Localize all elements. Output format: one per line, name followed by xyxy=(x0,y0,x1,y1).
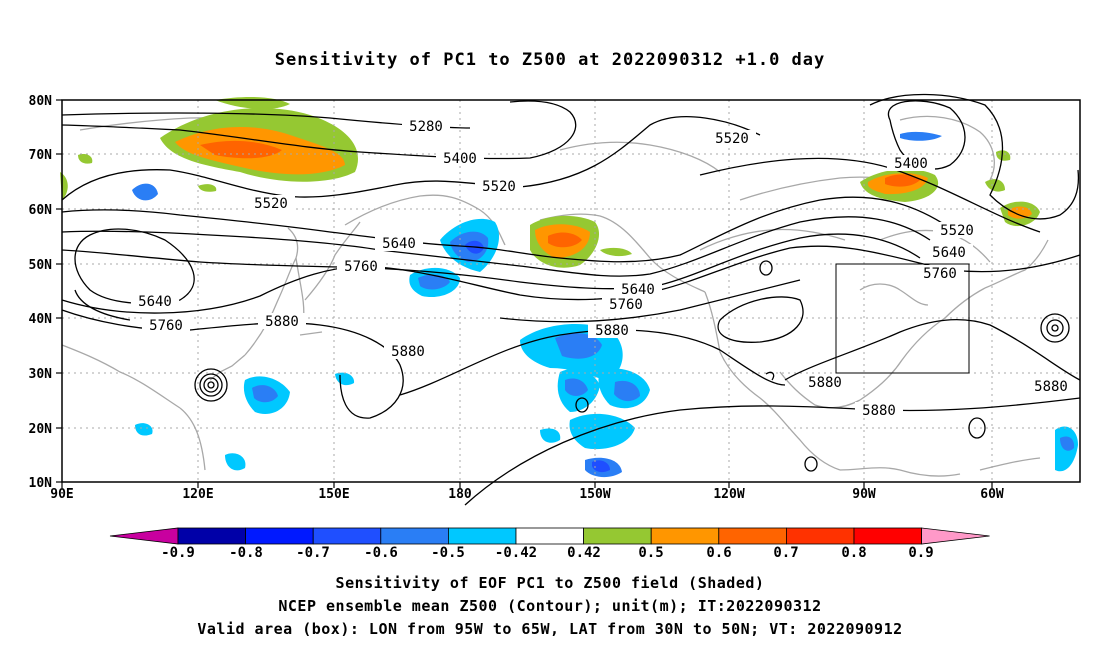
contour-label-5880: 5880 xyxy=(808,375,842,391)
colorbar-label: 0.7 xyxy=(773,545,798,561)
valid-area-box xyxy=(835,263,970,374)
contour-label-5640: 5640 xyxy=(382,236,416,252)
colorbar-swatch xyxy=(515,527,584,545)
colorbar-label: -0.8 xyxy=(229,545,263,561)
contour-label-5880: 5880 xyxy=(391,344,425,360)
contour-label-5880: 5880 xyxy=(595,323,629,339)
colorbar-label: 0.9 xyxy=(908,545,933,561)
lat-label: 80N xyxy=(29,94,53,109)
lon-label: 90E xyxy=(50,487,73,502)
contour-label-5880: 5880 xyxy=(265,314,299,330)
contour-label-5640: 5640 xyxy=(932,245,966,261)
lat-label: 30N xyxy=(29,367,53,382)
contour-label-5880: 5880 xyxy=(1034,379,1068,395)
colorbar-swatch xyxy=(853,527,922,545)
colorbar: -0.9 -0.8 -0.7 -0.6 -0.5 -0.42 0.42 0.5 … xyxy=(109,527,990,561)
colorbar-label: -0.7 xyxy=(296,545,330,561)
lon-label: 120W xyxy=(713,487,744,502)
lat-label: 60N xyxy=(29,203,53,218)
map-title: Sensitivity of PC1 to Z500 at 2022090312… xyxy=(274,50,826,70)
lat-label: 20N xyxy=(29,422,53,437)
colorbar-label: 0.5 xyxy=(638,545,663,561)
colorbar-label: 0.8 xyxy=(841,545,866,561)
caption-shading: Sensitivity of EOF PC1 to Z500 field (Sh… xyxy=(335,574,765,592)
lon-label: 60W xyxy=(980,487,1004,502)
map-frame xyxy=(61,99,1081,483)
caption-valid-area: Valid area (box): LON from 95W to 65W, L… xyxy=(197,620,903,638)
colorbar-label: 0.42 xyxy=(567,545,601,561)
colorbar-labels: -0.9 -0.8 -0.7 -0.6 -0.5 -0.42 0.42 0.5 … xyxy=(161,545,934,561)
lon-label: 180 xyxy=(448,487,472,502)
contour-label-5280: 5280 xyxy=(409,119,443,135)
lat-label: 10N xyxy=(29,476,53,491)
lon-label: 120E xyxy=(182,487,213,502)
colorbar-label: -0.42 xyxy=(495,545,537,561)
colorbar-swatch xyxy=(380,527,449,545)
colorbar-swatch xyxy=(718,527,787,545)
colorbar-swatch xyxy=(177,527,246,545)
colorbar-swatch xyxy=(312,527,382,545)
colorbar-swatches xyxy=(109,527,990,545)
contour-label-5760: 5760 xyxy=(149,318,183,334)
contour-label-5520: 5520 xyxy=(715,131,749,147)
contour-label-5760: 5760 xyxy=(609,297,643,313)
colorbar-swatch xyxy=(650,527,720,545)
contour-label-5640: 5640 xyxy=(621,282,655,298)
coastlines xyxy=(61,115,1049,477)
lat-label: 70N xyxy=(29,148,53,163)
colorbar-label: -0.6 xyxy=(364,545,398,561)
contour-label-5520: 5520 xyxy=(254,196,288,212)
lat-label: 50N xyxy=(29,258,53,273)
colorbar-label: -0.9 xyxy=(161,545,195,561)
contour-label-5520: 5520 xyxy=(482,179,516,195)
longitude-labels: 90E 120E 150E 180 150W 120W 90W 60W xyxy=(50,487,1004,502)
contour-value-labels: 5280 5400 5400 5520 5520 5520 5520 5640 … xyxy=(131,118,1075,419)
contour-label-5880: 5880 xyxy=(862,403,896,419)
contour-label-5760: 5760 xyxy=(344,259,378,275)
colorbar-swatch xyxy=(786,527,855,545)
colorbar-swatch xyxy=(921,527,990,545)
colorbar-swatch xyxy=(245,527,314,545)
latitude-labels: 80N 70N 60N 50N 40N 30N 20N 10N xyxy=(29,94,53,491)
contour-label-5520: 5520 xyxy=(940,223,974,239)
colorbar-swatch xyxy=(109,527,179,545)
lon-label: 90W xyxy=(852,487,876,502)
colorbar-swatch xyxy=(583,527,652,545)
colorbar-label: -0.5 xyxy=(431,545,465,561)
contour-label-5400: 5400 xyxy=(894,156,928,172)
caption-contour: NCEP ensemble mean Z500 (Contour); unit(… xyxy=(278,597,822,615)
contour-label-5640: 5640 xyxy=(138,294,172,310)
lon-label: 150E xyxy=(318,487,349,502)
lat-label: 40N xyxy=(29,312,53,327)
lon-label: 150W xyxy=(579,487,610,502)
z500-contours xyxy=(61,93,1081,506)
contour-label-5400: 5400 xyxy=(443,151,477,167)
contour-label-5760: 5760 xyxy=(923,266,957,282)
colorbar-label: 0.6 xyxy=(706,545,731,561)
tick-marks xyxy=(56,99,993,488)
colorbar-swatch xyxy=(447,527,517,545)
